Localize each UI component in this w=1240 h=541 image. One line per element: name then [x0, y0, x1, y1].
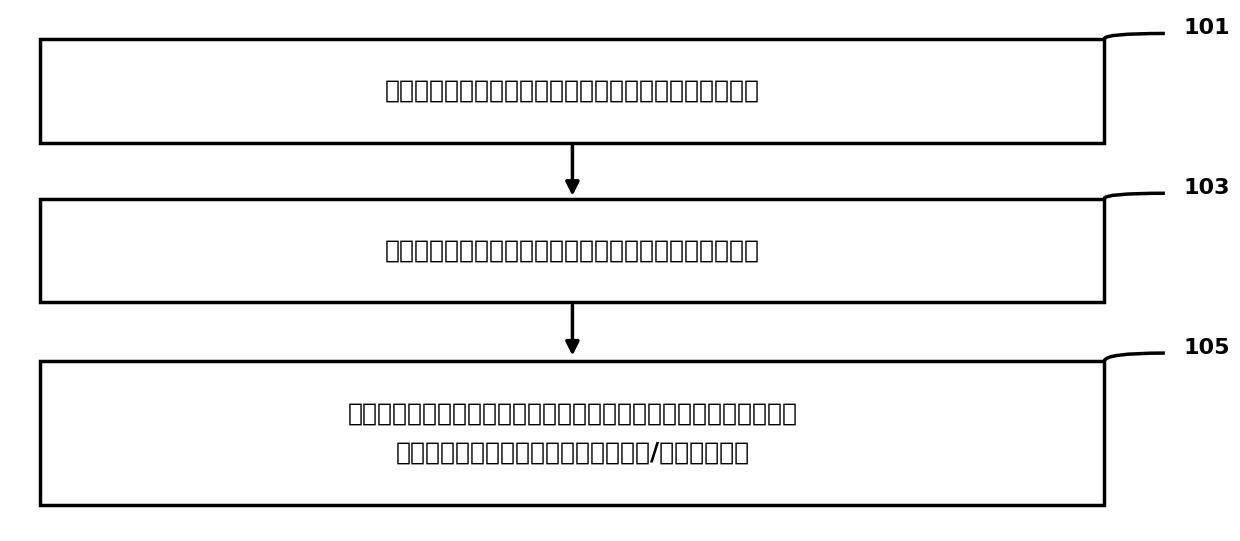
FancyBboxPatch shape [41, 361, 1105, 505]
Text: 根据所述运行参数确定所述核电站半速汽轮机传感器特性: 根据所述运行参数确定所述核电站半速汽轮机传感器特性 [384, 239, 760, 262]
Text: 专用阀门调试装置根据所述传感器特性对核电站半速汽轮机阀门进行
调试，所述调试至少包括主气阀调试和/或调节阀调试: 专用阀门调试装置根据所述传感器特性对核电站半速汽轮机阀门进行 调试，所述调试至少… [347, 401, 797, 465]
FancyBboxPatch shape [41, 199, 1105, 302]
Text: 105: 105 [1183, 338, 1230, 358]
Text: 103: 103 [1183, 178, 1230, 198]
Text: 101: 101 [1183, 18, 1230, 38]
Text: 高速记录仪采集核电站半速汽轮机运行状态下的运行参数: 高速记录仪采集核电站半速汽轮机运行状态下的运行参数 [384, 79, 760, 103]
FancyBboxPatch shape [41, 39, 1105, 143]
